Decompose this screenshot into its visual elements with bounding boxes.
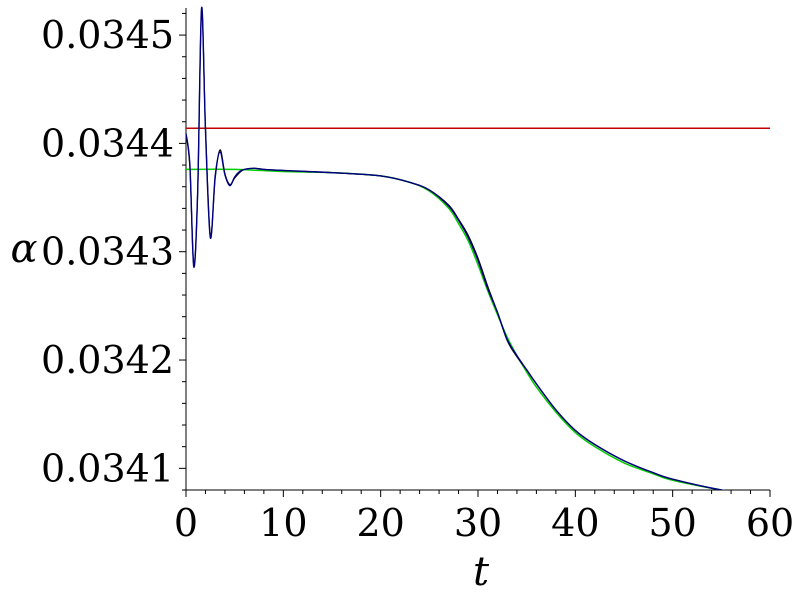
y-tick-label: 0.0344 xyxy=(41,121,174,165)
series-line-4 xyxy=(186,6,726,490)
axes xyxy=(179,8,771,497)
x-tick-label: 0 xyxy=(174,501,198,545)
x-tick-label: 50 xyxy=(648,501,696,545)
series-group xyxy=(186,6,770,490)
x-tick-label: 30 xyxy=(454,501,502,545)
y-tick-label: 0.0345 xyxy=(41,13,174,57)
series-line-2 xyxy=(186,168,726,490)
y-tick-label: 0.0341 xyxy=(41,446,174,490)
y-axis-label: α xyxy=(10,226,37,272)
x-tick-label: 60 xyxy=(746,501,794,545)
y-tick-label: 0.0343 xyxy=(41,230,174,274)
x-tick-label: 10 xyxy=(259,501,307,545)
x-tick-label: 20 xyxy=(356,501,404,545)
tick-labels: 0 10 20 30 40 50 60 0.0341 0.0342 0.0343 0.0344 0.0… xyxy=(41,13,794,545)
series-line-3 xyxy=(186,9,725,490)
x-tick-label: 40 xyxy=(551,501,599,545)
x-axis-label: t xyxy=(473,549,490,595)
y-tick-label: 0.0342 xyxy=(41,338,174,382)
